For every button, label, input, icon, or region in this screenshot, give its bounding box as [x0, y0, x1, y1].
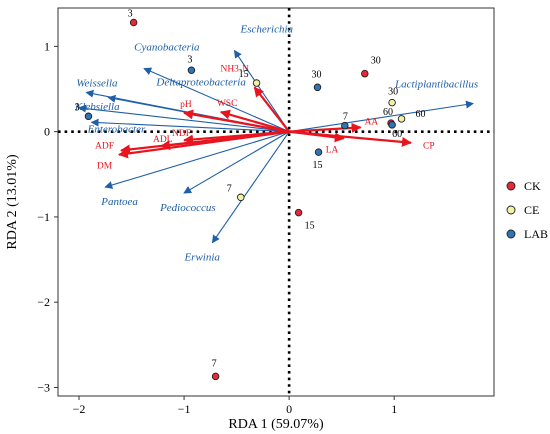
- x-axis-title: RDA 1 (59.07%): [228, 417, 324, 432]
- y-axis-ticks: −3 −2 −1 0 1: [37, 39, 58, 394]
- plot-frame: [57, 7, 495, 397]
- point-label-ce: 30: [388, 87, 398, 98]
- point-ck: [129, 18, 138, 27]
- env-label-aa: AA: [365, 117, 379, 127]
- env-label-la: LA: [326, 145, 339, 155]
- env-vector-cp: [289, 130, 412, 147]
- x-tick-label: −2: [73, 402, 86, 416]
- species-label-cyanobacteria: Cyanobacteria: [134, 42, 200, 54]
- legend-label-lab: LAB: [524, 227, 548, 241]
- species-label-enterobacter: Enterobacter: [87, 123, 146, 135]
- env-label-nh3-n: NH3-N: [220, 64, 249, 74]
- sample-points: 3 30 60 15 7 15 30 60 7 3 3 30 7 60 15: [74, 8, 426, 381]
- env-vector-ph: [183, 109, 290, 133]
- species-vector-pediococcus: [183, 131, 290, 194]
- legend: CK CE LAB: [506, 179, 548, 241]
- env-vector-aa: [289, 122, 362, 133]
- legend-label-ce: CE: [524, 203, 539, 217]
- env-label-cp: CP: [423, 142, 435, 152]
- point-ce: [252, 79, 261, 87]
- point-ck: [294, 208, 303, 217]
- point-ck: [211, 372, 220, 381]
- env-label-adl: ADL: [153, 135, 173, 145]
- species-vector-cyanobacteria: [143, 67, 290, 133]
- env-vector-nh3-n: [253, 86, 290, 133]
- legend-label-ck: CK: [524, 179, 541, 193]
- species-label-klebsiella: Klebsiella: [74, 101, 120, 113]
- point-ce: [397, 115, 406, 123]
- y-axis-title: RDA 2 (13.01%): [5, 154, 20, 250]
- env-vector-dm: [117, 130, 290, 159]
- species-label-erwinia: Erwinia: [183, 252, 220, 264]
- env-vector-wsc: [219, 109, 290, 133]
- env-label-adf: ADF: [95, 141, 114, 151]
- point-label-lab: 30: [311, 69, 321, 80]
- legend-marker-ce: [506, 205, 516, 215]
- species-vector-erwinia: [211, 131, 290, 244]
- point-label-lab: 3: [74, 102, 79, 113]
- point-label-ck: 30: [371, 56, 381, 67]
- point-lab: [341, 121, 349, 130]
- legend-marker-ck: [506, 181, 516, 191]
- point-ck: [361, 69, 369, 78]
- point-ce: [237, 193, 245, 202]
- point-lab: [187, 66, 196, 75]
- point-label-lab: 7: [343, 112, 348, 123]
- point-label-ce: 60: [416, 109, 426, 120]
- point-label-ck: 7: [212, 358, 217, 369]
- y-tick-label: 1: [44, 39, 50, 53]
- point-label-ce: 15: [239, 69, 249, 80]
- point-lab: [314, 148, 323, 156]
- species-vectors: Escherichia Cyanobacteria Weissella Deltapr…: [74, 24, 478, 264]
- x-tick-label: 0: [286, 402, 292, 416]
- y-tick-label: −3: [37, 380, 50, 394]
- species-label-pediococcus: Pediococcus: [159, 202, 216, 214]
- env-label-wsc: WSC: [217, 99, 238, 109]
- y-tick-label: 0: [44, 125, 50, 139]
- species-label-lactiplantibacillus: Lactiplantibacillus: [394, 79, 478, 91]
- point-label-ck: 60: [383, 107, 393, 118]
- point-label-ce: 7: [227, 183, 232, 194]
- point-label-lab: 15: [313, 160, 323, 171]
- x-tick-label: 1: [391, 402, 397, 416]
- y-tick-label: −1: [37, 210, 50, 224]
- point-label-lab: 60: [392, 129, 402, 140]
- env-label-ndf: NDF: [172, 129, 191, 139]
- point-label-ck: 3: [128, 8, 133, 19]
- legend-marker-lab: [506, 229, 516, 239]
- x-tick-label: −1: [178, 402, 191, 416]
- species-vector-enterobacter: [90, 118, 290, 133]
- point-ce: [388, 98, 396, 107]
- point-label-lab: 3: [187, 54, 192, 65]
- species-vector-pantoea: [104, 131, 290, 189]
- x-axis-ticks: −2 −1 0 1: [73, 396, 397, 416]
- species-label-weissella: Weissella: [76, 77, 118, 89]
- point-lab: [313, 83, 322, 92]
- y-tick-label: −2: [37, 295, 50, 309]
- env-label-ph: pH: [180, 100, 192, 110]
- species-vector-lactiplantibacillus: [289, 100, 474, 133]
- species-label-deltaproteobacteria: Deltaproteobacteria: [155, 77, 246, 89]
- env-label-dm: DM: [97, 162, 113, 172]
- point-label-ck: 15: [305, 221, 315, 232]
- point-lab: [84, 112, 93, 121]
- species-vector-klebsiella: [78, 104, 290, 133]
- species-label-escherichia: Escherichia: [240, 24, 294, 36]
- point-lab: [388, 121, 396, 129]
- species-label-pantoea: Pantoea: [100, 196, 138, 208]
